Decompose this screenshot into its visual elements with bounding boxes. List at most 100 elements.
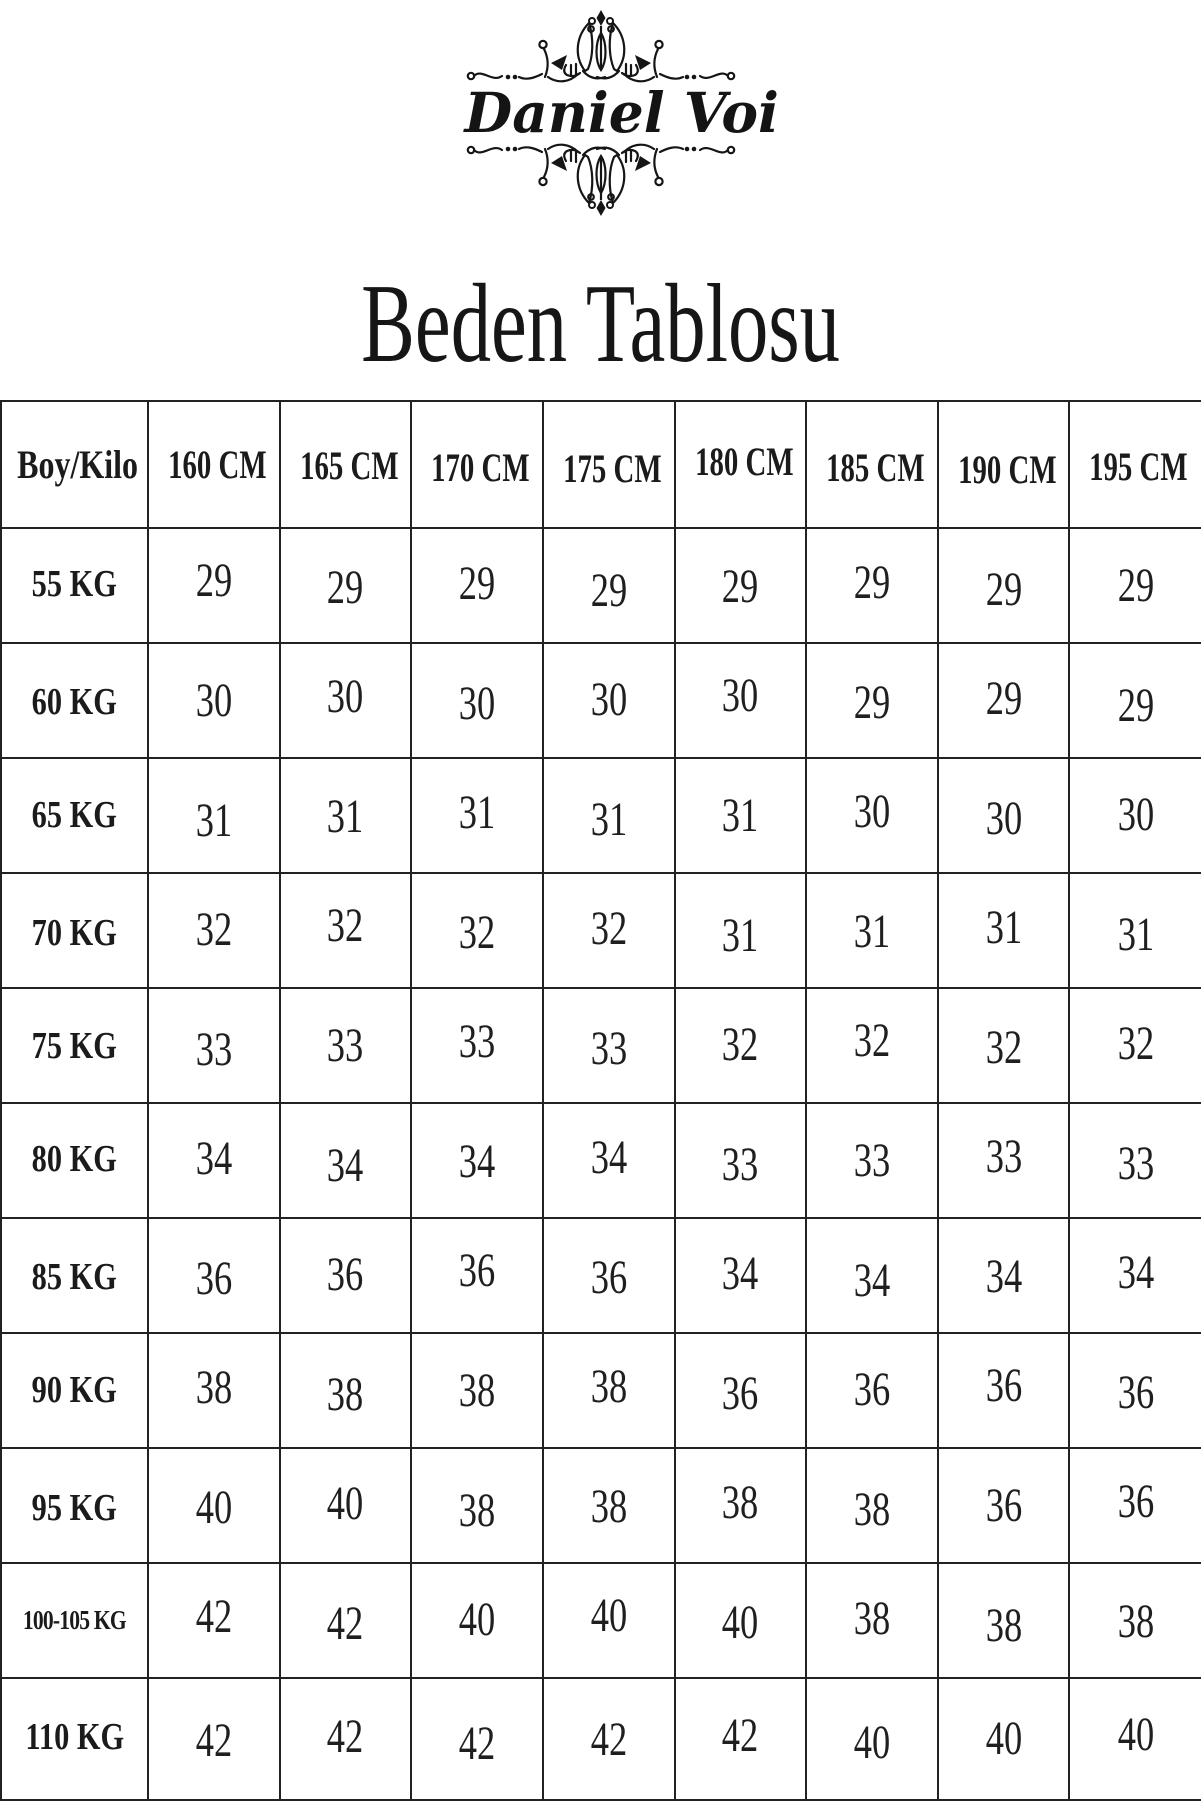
flourish-bottom-icon: [465, 134, 737, 218]
row-label: 60 KG: [0, 642, 149, 759]
table-row: 95 KG 40 40 38 38 38 38 36 36: [0, 1447, 1201, 1564]
size-value-cell: 36: [805, 1332, 939, 1449]
table-row: 75 KG 33 33 33 33 32 32 32 32: [0, 987, 1201, 1104]
size-value-cell: 38: [805, 1447, 939, 1564]
size-value-cell: 31: [805, 872, 939, 989]
size-value-cell: 33: [673, 1102, 808, 1219]
size-value-cell: 33: [147, 987, 281, 1104]
table-row: 85 KG 36 36 36 36 34 34 34 34: [0, 1217, 1201, 1334]
size-value-cell: 36: [278, 1217, 413, 1334]
column-header: 160 CM: [147, 400, 281, 529]
size-value-cell: 33: [410, 987, 544, 1104]
size-value-cell: 32: [673, 987, 808, 1104]
table-row: 100-105 KG 42 42 40 40 40 38 38 38: [0, 1562, 1201, 1679]
size-value-cell: 32: [410, 872, 544, 989]
size-value-cell: 31: [278, 757, 413, 874]
size-value-cell: 33: [541, 987, 676, 1104]
size-value-cell: 34: [147, 1102, 281, 1219]
size-value-cell: 34: [936, 1217, 1071, 1334]
brand-logo: Daniel Voi: [464, 8, 779, 218]
size-value-cell: 33: [936, 1102, 1071, 1219]
size-table-body: 55 KG 29 29 29 29 29 29 29 29 60 KG 30 30 30 30 30 29 29…: [0, 527, 1201, 1801]
row-label: 65 KG: [0, 757, 149, 874]
size-value-cell: 38: [805, 1562, 939, 1679]
size-value-cell: 40: [936, 1677, 1071, 1801]
size-value-cell: 30: [673, 642, 808, 759]
size-value-cell: 30: [147, 642, 281, 759]
row-label: 80 KG: [0, 1102, 149, 1219]
size-value-cell: 29: [805, 642, 939, 759]
size-value-cell: 29: [673, 527, 808, 644]
size-value-cell: 36: [1068, 1332, 1201, 1449]
size-value-cell: 40: [278, 1447, 413, 1564]
size-value-cell: 31: [673, 757, 808, 874]
size-value-cell: 32: [278, 872, 413, 989]
size-value-cell: 29: [936, 527, 1071, 644]
size-value-cell: 31: [410, 757, 544, 874]
size-value-cell: 32: [936, 987, 1071, 1104]
size-value-cell: 38: [147, 1332, 281, 1449]
size-value-cell: 30: [278, 642, 413, 759]
size-value-cell: 31: [936, 872, 1071, 989]
size-value-cell: 36: [936, 1332, 1071, 1449]
size-value-cell: 29: [278, 527, 413, 644]
size-value-cell: 40: [410, 1562, 544, 1679]
column-header: 185 CM: [805, 400, 939, 529]
size-value-cell: 40: [805, 1677, 939, 1801]
size-value-cell: 36: [936, 1447, 1071, 1564]
column-header: 165 CM: [278, 400, 413, 529]
size-value-cell: 33: [278, 987, 413, 1104]
size-value-cell: 33: [1068, 1102, 1201, 1219]
size-value-cell: 42: [410, 1677, 544, 1801]
size-value-cell: 36: [147, 1217, 281, 1334]
size-value-cell: 30: [541, 642, 676, 759]
size-value-cell: 42: [673, 1677, 808, 1801]
size-value-cell: 29: [541, 527, 676, 644]
size-value-cell: 38: [541, 1332, 676, 1449]
size-value-cell: 34: [673, 1217, 808, 1334]
size-value-cell: 42: [278, 1562, 413, 1679]
table-row: 90 KG 38 38 38 38 36 36 36 36: [0, 1332, 1201, 1449]
size-value-cell: 32: [805, 987, 939, 1104]
size-value-cell: 31: [673, 872, 808, 989]
row-label: 110 KG: [0, 1677, 149, 1801]
column-header: 190 CM: [936, 400, 1071, 529]
size-table: Boy/Kilo 160 CM 165 CM 170 CM 175 CM 180 CM 1…: [0, 400, 1201, 1801]
size-value-cell: 42: [147, 1677, 281, 1801]
size-value-cell: 29: [1068, 642, 1201, 759]
table-row: 55 KG 29 29 29 29 29 29 29 29: [0, 527, 1201, 644]
size-value-cell: 30: [805, 757, 939, 874]
size-value-cell: 38: [1068, 1562, 1201, 1679]
table-row: 80 KG 34 34 34 34 33 33 33 33: [0, 1102, 1201, 1219]
size-value-cell: 34: [1068, 1217, 1201, 1334]
size-value-cell: 38: [410, 1447, 544, 1564]
size-value-cell: 31: [147, 757, 281, 874]
size-value-cell: 42: [147, 1562, 281, 1679]
size-value-cell: 32: [541, 872, 676, 989]
page-title: Beden Tablosu: [0, 268, 1201, 380]
header-row: Boy/Kilo 160 CM 165 CM 170 CM 175 CM 180 CM 1…: [0, 400, 1201, 529]
size-value-cell: 38: [410, 1332, 544, 1449]
size-value-cell: 29: [936, 642, 1071, 759]
size-value-cell: 31: [1068, 872, 1201, 989]
size-value-cell: 36: [673, 1332, 808, 1449]
column-header: 170 CM: [410, 400, 544, 529]
size-value-cell: 30: [410, 642, 544, 759]
row-label: 95 KG: [0, 1447, 149, 1564]
corner-header: Boy/Kilo: [0, 400, 149, 529]
size-value-cell: 29: [1068, 527, 1201, 644]
size-value-cell: 40: [1068, 1677, 1201, 1801]
table-row: 60 KG 30 30 30 30 30 29 29 29: [0, 642, 1201, 759]
size-value-cell: 30: [1068, 757, 1201, 874]
size-value-cell: 36: [410, 1217, 544, 1334]
brand-name: Daniel Voi: [464, 80, 779, 145]
row-label: 70 KG: [0, 872, 149, 989]
size-value-cell: 29: [410, 527, 544, 644]
size-value-cell: 34: [805, 1217, 939, 1334]
size-value-cell: 40: [541, 1562, 676, 1679]
size-value-cell: 36: [1068, 1447, 1201, 1564]
size-value-cell: 38: [936, 1562, 1071, 1679]
size-value-cell: 38: [673, 1447, 808, 1564]
size-value-cell: 42: [541, 1677, 676, 1801]
